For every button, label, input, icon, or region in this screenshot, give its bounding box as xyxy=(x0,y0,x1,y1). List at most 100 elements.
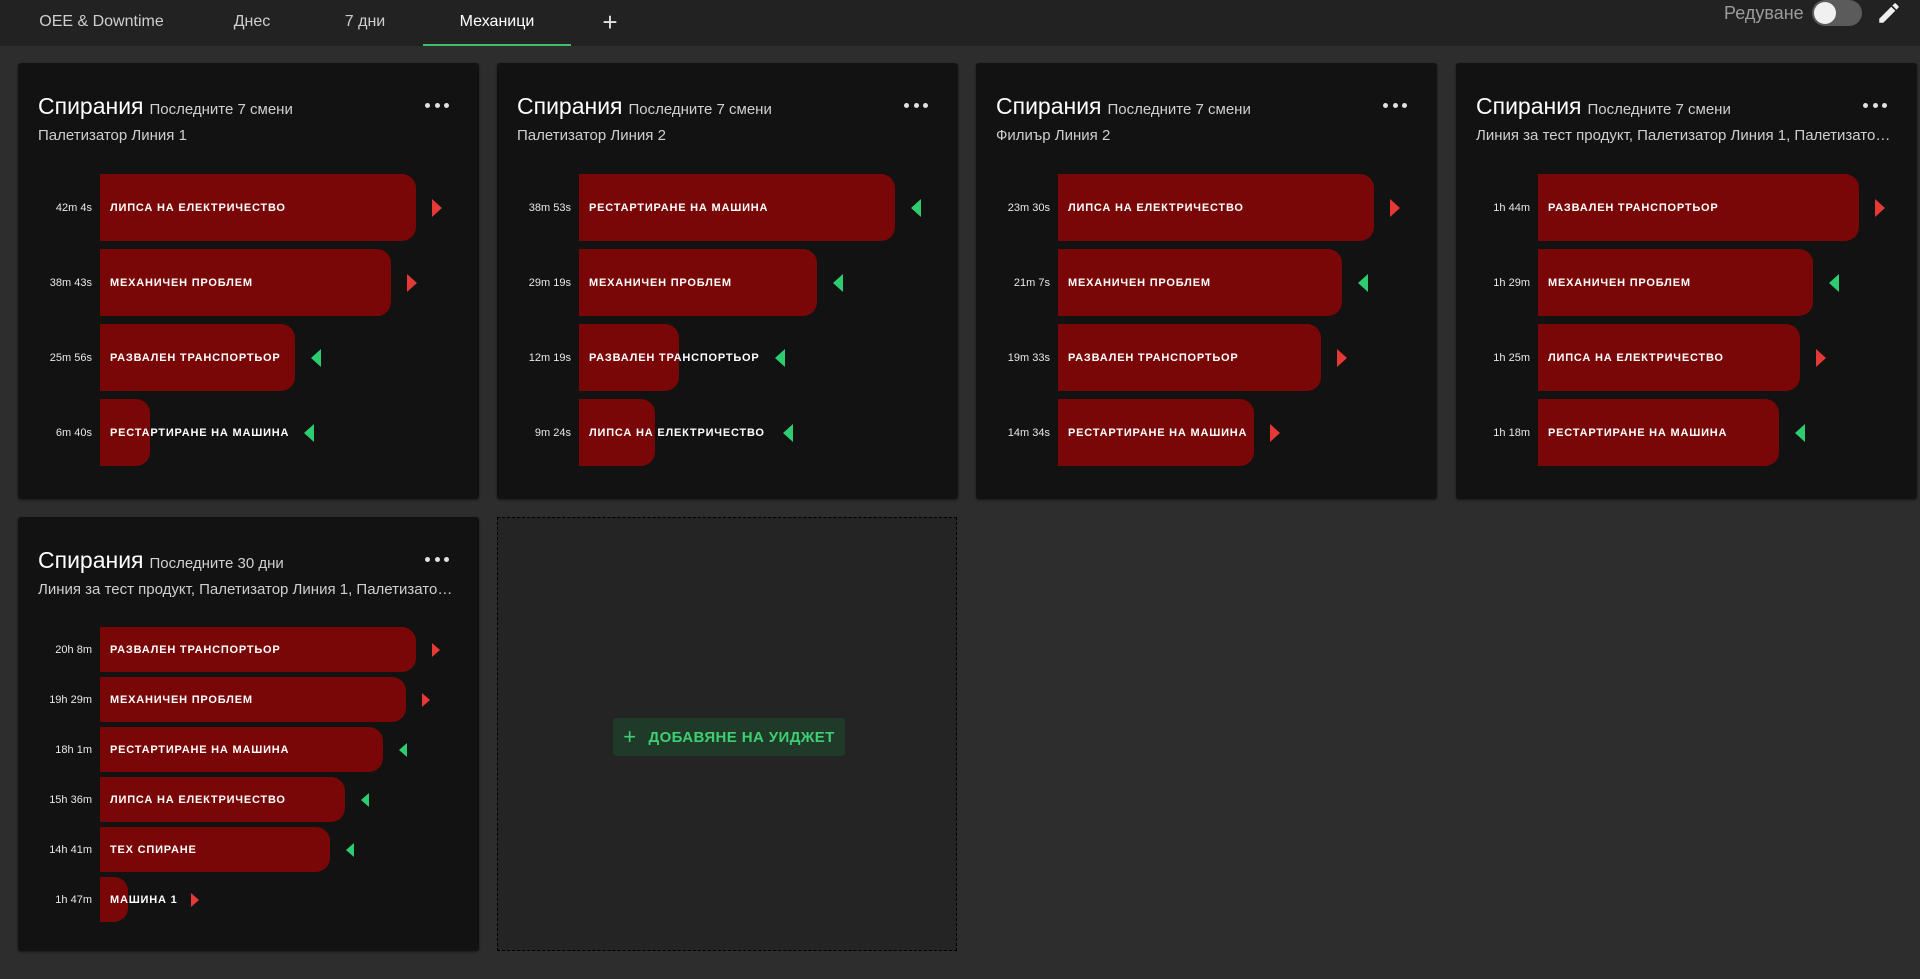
downtime-row[interactable]: 21m 7s МЕХАНИЧЕН ПРОБЛЕМ xyxy=(976,249,1437,316)
downtime-reason: РАЗВАЛЕН ТРАНСПОРТЬОР xyxy=(589,351,760,364)
widget-period: Последните 30 дни xyxy=(149,555,284,572)
downtime-row[interactable]: 19m 33s РАЗВАЛЕН ТРАНСПОРТЬОР xyxy=(976,324,1437,391)
downtime-duration: 14h 41m xyxy=(49,843,92,856)
toggle-knob xyxy=(1814,2,1836,24)
downtime-row[interactable]: 9m 24s ЛИПСА НА ЕЛЕКТРИЧЕСТВО xyxy=(497,399,958,466)
downtime-duration: 38m 53s xyxy=(528,201,571,214)
downtime-reason: РАЗВАЛЕН ТРАНСПОРТЬОР xyxy=(110,351,281,364)
more-options-icon[interactable] xyxy=(1863,99,1887,111)
tab-today[interactable]: Днес xyxy=(233,13,271,30)
widget-title: Спирания Последните 30 дни xyxy=(38,547,284,573)
downtime-reason: РАЗВАЛЕН ТРАНСПОРТЬОР xyxy=(1548,201,1719,214)
downtime-bar xyxy=(579,399,656,466)
downtime-duration: 20h 8m xyxy=(55,643,92,656)
more-options-icon[interactable] xyxy=(904,99,928,111)
downtime-duration: 6m 40s xyxy=(55,426,92,439)
downtime-reason: МЕХАНИЧЕН ПРОБЛЕМ xyxy=(589,276,732,289)
downtime-row[interactable]: 1h 44m РАЗВАЛЕН ТРАНСПОРТЬОР xyxy=(1456,174,1917,241)
pencil-icon[interactable] xyxy=(1876,0,1902,26)
downtime-duration: 1h 29m xyxy=(1493,276,1530,289)
downtime-row[interactable]: 29m 19s МЕХАНИЧЕН ПРОБЛЕМ xyxy=(497,249,958,316)
trend-down-icon xyxy=(346,842,355,857)
downtime-duration: 19m 33s xyxy=(1007,351,1050,364)
trend-down-icon xyxy=(1828,273,1839,292)
widget-title: Спирания Последните 7 смени xyxy=(38,93,293,119)
downtime-row[interactable]: 12m 19s РАЗВАЛЕН ТРАНСПОРТЬОР xyxy=(497,324,958,391)
downtime-reason: РЕСТАРТИРАНЕ НА МАШИНА xyxy=(589,201,769,214)
downtime-duration: 12m 19s xyxy=(528,351,571,364)
add-widget-button[interactable]: + ДОБАВЯНЕ НА УИДЖЕТ xyxy=(613,718,845,756)
downtime-bar xyxy=(100,677,406,722)
plus-icon: + xyxy=(602,6,618,37)
downtime-row[interactable]: 15h 36m ЛИПСА НА ЕЛЕКТРИЧЕСТВО xyxy=(18,777,479,822)
downtime-bar xyxy=(1538,399,1779,466)
trend-down-icon xyxy=(1794,423,1805,442)
downtime-reason: РАЗВАЛЕН ТРАНСПОРТЬОР xyxy=(1068,351,1239,364)
downtime-bar xyxy=(100,627,416,672)
downtime-bar xyxy=(1538,324,1801,391)
downtime-row[interactable]: 1h 18m РЕСТАРТИРАНЕ НА МАШИНА xyxy=(1456,399,1917,466)
widget-title: Спирания Последните 7 смени xyxy=(517,93,772,119)
tab-7-days[interactable]: 7 дни xyxy=(344,13,386,30)
downtime-reason: РЕСТАРТИРАНЕ НА МАШИНА xyxy=(1548,426,1728,439)
downtime-reason: РЕСТАРТИРАНЕ НА МАШИНА xyxy=(1068,426,1248,439)
widget-lines: Палетизатор Линия 2 xyxy=(517,127,666,144)
tab-oee-downtime[interactable]: OEE & Downtime xyxy=(39,13,164,30)
downtime-widget: Спирания Последните 7 смени Филиър Линия … xyxy=(976,63,1437,499)
widget-title: Спирания Последните 7 смени xyxy=(1476,93,1731,119)
downtime-reason: МЕХАНИЧЕН ПРОБЛЕМ xyxy=(1068,276,1211,289)
trend-up-icon xyxy=(432,198,442,217)
downtime-row[interactable]: 25m 56s РАЗВАЛЕН ТРАНСПОРТЬОР xyxy=(18,324,479,391)
downtime-row[interactable]: 1h 29m МЕХАНИЧЕН ПРОБЛЕМ xyxy=(1456,249,1917,316)
trend-up-icon xyxy=(406,273,417,292)
trend-down-icon xyxy=(310,348,321,367)
downtime-row[interactable]: 14h 41m ТЕХ СПИРАНЕ xyxy=(18,827,479,872)
trend-down-icon xyxy=(360,792,369,807)
downtime-bar xyxy=(100,249,391,316)
widget-period: Последните 7 смени xyxy=(1107,101,1251,118)
downtime-duration: 38m 43s xyxy=(49,276,92,289)
downtime-row[interactable]: 6m 40s РЕСТАРТИРАНЕ НА МАШИНА xyxy=(18,399,479,466)
downtime-reason: МЕХАНИЧЕН ПРОБЛЕМ xyxy=(1548,276,1691,289)
downtime-row[interactable]: 38m 43s МЕХАНИЧЕН ПРОБЛЕМ xyxy=(18,249,479,316)
downtime-duration: 23m 30s xyxy=(1007,201,1050,214)
trend-up-icon xyxy=(1875,198,1885,217)
downtime-reason: МАШИНА 1 xyxy=(110,893,178,906)
downtime-row[interactable]: 20h 8m РАЗВАЛЕН ТРАНСПОРТЬОР xyxy=(18,627,479,672)
downtime-reason: РАЗВАЛЕН ТРАНСПОРТЬОР xyxy=(110,643,281,656)
downtime-bar xyxy=(100,399,151,466)
downtime-row[interactable]: 14m 34s РЕСТАРТИРАНЕ НА МАШИНА xyxy=(976,399,1437,466)
downtime-bar xyxy=(1058,324,1321,391)
downtime-row[interactable]: 1h 25m ЛИПСА НА ЕЛЕКТРИЧЕСТВО xyxy=(1456,324,1917,391)
downtime-row[interactable]: 18h 1m РЕСТАРТИРАНЕ НА МАШИНА xyxy=(18,727,479,772)
widget-period: Последните 7 смени xyxy=(628,101,772,118)
trend-down-icon xyxy=(833,273,844,292)
downtime-reason: ЛИПСА НА ЕЛЕКТРИЧЕСТВО xyxy=(110,201,286,214)
more-options-icon[interactable] xyxy=(425,99,449,111)
downtime-row[interactable]: 42m 4s ЛИПСА НА ЕЛЕКТРИЧЕСТВО xyxy=(18,174,479,241)
downtime-row[interactable]: 19h 29m МЕХАНИЧЕН ПРОБЛЕМ xyxy=(18,677,479,722)
add-tab-button[interactable]: + xyxy=(590,0,630,44)
downtime-bar xyxy=(100,324,295,391)
downtime-row[interactable]: 23m 30s ЛИПСА НА ЕЛЕКТРИЧЕСТВО xyxy=(976,174,1437,241)
downtime-duration: 18h 1m xyxy=(55,743,92,756)
downtime-duration: 1h 18m xyxy=(1493,426,1530,439)
widget-lines: Филиър Линия 2 xyxy=(996,127,1111,144)
widget-period: Последните 7 смени xyxy=(1587,101,1731,118)
downtime-duration: 42m 4s xyxy=(55,201,92,214)
downtime-duration: 19h 29m xyxy=(49,693,92,706)
add-widget-label: ДОБАВЯНЕ НА УИДЖЕТ xyxy=(648,728,835,746)
more-options-icon[interactable] xyxy=(1383,99,1407,111)
edit-mode-toggle[interactable] xyxy=(1812,0,1862,26)
widget-lines: Палетизатор Линия 1 xyxy=(38,127,187,144)
downtime-reason: РЕСТАРТИРАНЕ НА МАШИНА xyxy=(110,426,290,439)
downtime-reason: ЛИПСА НА ЕЛЕКТРИЧЕСТВО xyxy=(1548,351,1724,364)
downtime-row[interactable]: 38m 53s РЕСТАРТИРАНЕ НА МАШИНА xyxy=(497,174,958,241)
tab-mechanics[interactable]: Механици xyxy=(423,0,571,46)
downtime-reason: РЕСТАРТИРАНЕ НА МАШИНА xyxy=(110,743,290,756)
more-options-icon[interactable] xyxy=(425,553,449,565)
trend-down-icon xyxy=(911,198,921,217)
downtime-bar xyxy=(100,827,331,872)
downtime-row[interactable]: 1h 47m МАШИНА 1 xyxy=(18,877,479,922)
downtime-bar xyxy=(100,777,345,822)
